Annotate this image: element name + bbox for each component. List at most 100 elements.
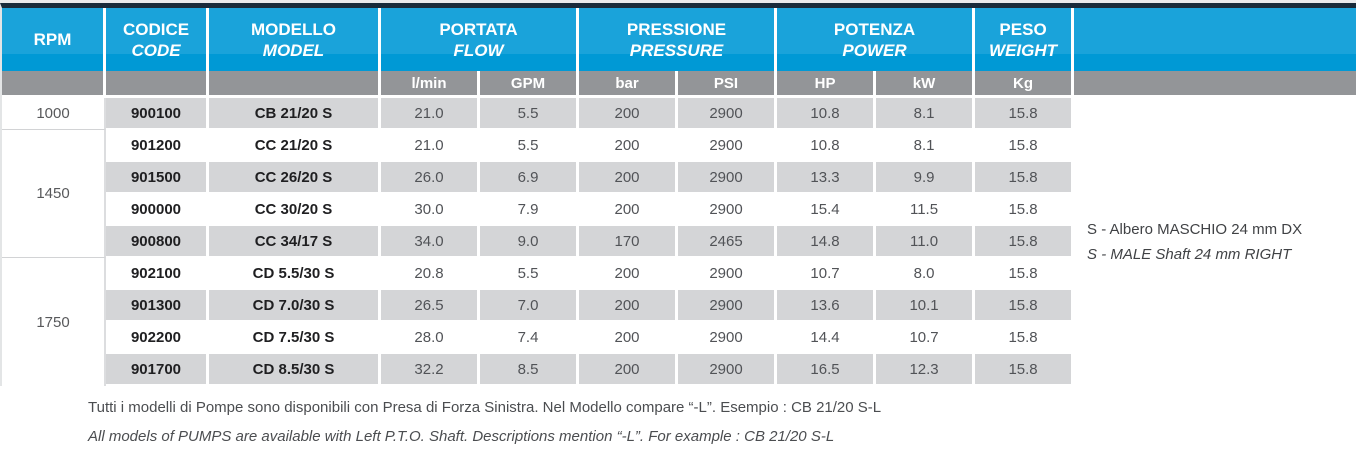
cell-code: 900000 (106, 194, 209, 226)
side-note-english: S - MALE Shaft 24 mm RIGHT (1087, 246, 1292, 263)
cell-power-hp: 14.4 (777, 322, 877, 354)
cell-pressure-bar: 200 (579, 162, 679, 194)
header-modello-en: MODEL (262, 40, 325, 60)
cell-pressure-psi: 2900 (678, 130, 778, 162)
header-codice-it: CODICE (122, 19, 190, 39)
table-row: 1450 901200 CC 21/20 S 21.0 5.5 200 2900 10.8 8.… (2, 130, 1356, 258)
cell-weight-kg: 15.8 (975, 162, 1075, 194)
cell-flow-lmin: 28.0 (381, 322, 480, 354)
cell-flow-gpm: 9.0 (480, 226, 580, 258)
cell-pressure-bar: 200 (579, 130, 679, 162)
header-pressione: PRESSIONE PRESSURE (579, 8, 778, 71)
cell-model: CC 34/17 S (209, 226, 381, 258)
cell-code: 902200 (106, 322, 209, 354)
cell-power-kw: 12.3 (876, 354, 976, 386)
cell-flow-lmin: 30.0 (381, 194, 480, 226)
side-note-italian: S - Albero MASCHIO 24 mm DX (1087, 221, 1303, 238)
table-row: 901500 CC 26/20 S 26.0 6.9 200 2900 13.3 9.9 15.… (2, 162, 1356, 194)
cell-code: 901700 (106, 354, 209, 386)
header-row: RPM CODICE CODE MODELLO MODEL PORTATA FL… (2, 8, 1356, 71)
cell-model: CC 26/20 S (209, 162, 381, 194)
cell-power-kw: 8.1 (876, 130, 976, 162)
cell-weight-kg: 15.8 (975, 226, 1075, 258)
pump-spec-table-wrap: RPM CODICE CODE MODELLO MODEL PORTATA FL… (0, 3, 1356, 386)
cell-model: CC 30/20 S (209, 194, 381, 226)
unit-row: l/min GPM bar PSI HP kW Kg (2, 71, 1356, 98)
footnote-english: All models of PUMPS are available with L… (88, 428, 835, 445)
unit-kg: Kg (975, 71, 1075, 98)
footnote-italian: Tutti i modelli di Pompe sono disponibil… (88, 399, 882, 416)
unit-modello-spacer (209, 71, 381, 98)
cell-flow-lmin: 32.2 (381, 354, 480, 386)
cell-model: CD 5.5/30 S (209, 258, 381, 290)
cell-weight-kg: 15.8 (975, 98, 1075, 130)
header-note-spacer (1074, 8, 1356, 71)
cell-pressure-bar: 200 (579, 194, 679, 226)
header-peso: PESO WEIGHT (975, 8, 1075, 71)
cell-flow-lmin: 21.0 (381, 130, 480, 162)
header-portata: PORTATA FLOW (381, 8, 580, 71)
table-row: 901700 CD 8.5/30 S 32.2 8.5 200 2900 16.5 12.3 1… (2, 354, 1356, 386)
table-row: 1000 900100 CB 21/20 S 21.0 5.5 200 2900 10.8 8.… (2, 98, 1356, 386)
cell-power-hp: 10.7 (777, 258, 877, 290)
unit-codice-spacer (106, 71, 209, 98)
cell-power-hp: 16.5 (777, 354, 877, 386)
cell-weight-kg: 15.8 (975, 130, 1075, 162)
rpm-group-cell: 1000 (2, 98, 106, 130)
page-top-strip (0, 0, 1356, 3)
cell-code: 900800 (106, 226, 209, 258)
cell-pressure-psi: 2900 (678, 258, 778, 290)
table-row: 900000 CC 30/20 S 30.0 7.9 200 2900 15.4 11.5 15… (2, 194, 1356, 226)
header-codice-en: CODE (131, 40, 181, 60)
header-modello-it: MODELLO (251, 19, 336, 39)
cell-flow-lmin: 26.5 (381, 290, 480, 322)
cell-model: CD 8.5/30 S (209, 354, 381, 386)
cell-power-hp: 10.8 (777, 98, 877, 130)
cell-flow-gpm: 7.4 (480, 322, 580, 354)
cell-power-kw: 11.5 (876, 194, 976, 226)
cell-power-kw: 9.9 (876, 162, 976, 194)
cell-power-hp: 13.3 (777, 162, 877, 194)
cell-pressure-psi: 2900 (678, 162, 778, 194)
cell-pressure-psi: 2900 (678, 354, 778, 386)
header-rpm: RPM (2, 8, 106, 71)
cell-pressure-psi: 2465 (678, 226, 778, 258)
header-potenza: POTENZA POWER (777, 8, 976, 71)
cell-code: 901200 (106, 130, 209, 162)
unit-psi: PSI (678, 71, 778, 98)
cell-code: 901500 (106, 162, 209, 194)
table-row: 900800 CC 34/17 S 34.0 9.0 170 2465 14.8 11.0 15… (2, 226, 1356, 258)
cell-power-hp: 15.4 (777, 194, 877, 226)
unit-hp: HP (777, 71, 877, 98)
cell-model: CB 21/20 S (209, 98, 381, 130)
cell-power-kw: 8.0 (876, 258, 976, 290)
cell-code: 901300 (106, 290, 209, 322)
cell-pressure-psi: 2900 (678, 322, 778, 354)
cell-pressure-psi: 2900 (678, 194, 778, 226)
cell-weight-kg: 15.8 (975, 322, 1075, 354)
header-portata-en: FLOW (453, 40, 504, 60)
cell-power-hp: 14.8 (777, 226, 877, 258)
cell-flow-lmin: 21.0 (381, 98, 480, 130)
unit-kw: kW (876, 71, 976, 98)
unit-gpm: GPM (480, 71, 580, 98)
cell-weight-kg: 15.8 (975, 354, 1075, 386)
cell-weight-kg: 15.8 (975, 194, 1075, 226)
cell-pressure-psi: 2900 (678, 98, 778, 130)
header-codice: CODICE CODE (106, 8, 209, 71)
cell-flow-gpm: 5.5 (480, 98, 580, 130)
cell-flow-gpm: 8.5 (480, 354, 580, 386)
rpm-group-cell: 1450 (2, 130, 106, 258)
table-body: 1000 900100 CB 21/20 S 21.0 5.5 200 2900 10.8 8.… (2, 98, 1356, 386)
cell-flow-gpm: 5.5 (480, 258, 580, 290)
table-row: 1750 902100 CD 5.5/30 S 20.8 5.5 200 2900 10.7 8… (2, 258, 1356, 386)
unit-lmin: l/min (381, 71, 480, 98)
header-portata-it: PORTATA (439, 19, 518, 39)
unit-bar: bar (579, 71, 679, 98)
cell-pressure-bar: 200 (579, 258, 679, 290)
cell-weight-kg: 15.8 (975, 258, 1075, 290)
cell-pressure-bar: 170 (579, 226, 679, 258)
header-pressione-it: PRESSIONE (626, 19, 727, 39)
unit-rpm-spacer (2, 71, 106, 98)
cell-pressure-bar: 200 (579, 98, 679, 130)
